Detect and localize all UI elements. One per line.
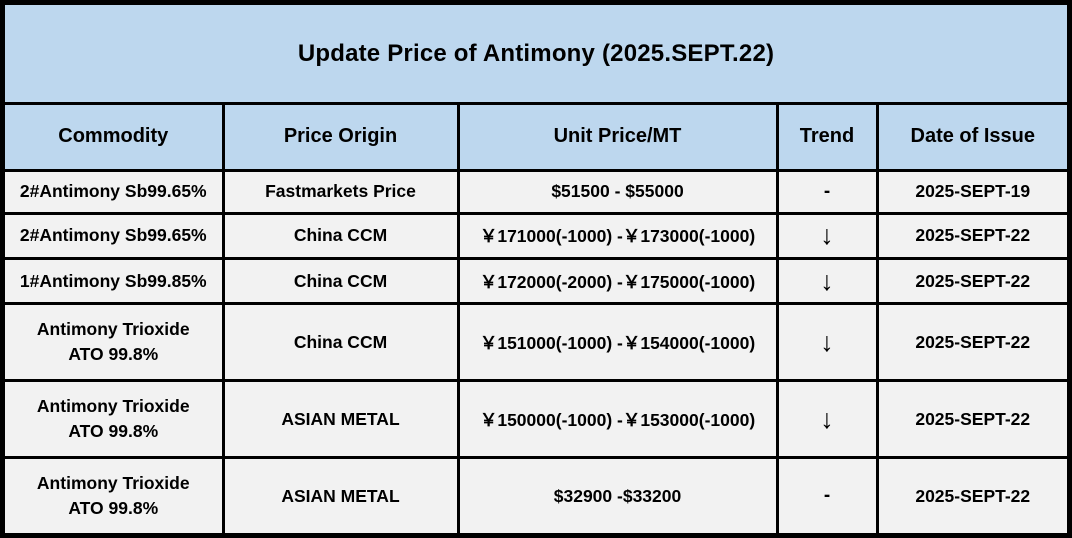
price-origin-cell: China CCM [221,257,460,306]
date-of-issue-cell: 2025-SEPT-19 [875,168,1067,215]
unit-price-cell: $32900 -$33200 [456,456,779,533]
trend-cell: ↓ [775,302,879,383]
sheet-title: Update Price of Antimony (2025.SEPT.22) [5,5,1067,105]
table-row: Antimony Trioxide ATO 99.8% ASIAN METAL … [5,379,1067,460]
commodity-cell: 2#Antimony Sb99.65% [5,211,225,261]
date-of-issue-cell: 2025-SEPT-22 [875,456,1067,533]
unit-price-cell: $51500 - $55000 [456,168,779,215]
trend-cell: ↓ [775,211,879,261]
col-header-date-of-issue: Date of Issue [875,105,1067,172]
unit-price-cell: ￥172000(-2000) -￥175000(-1000) [456,257,779,306]
price-origin-cell: China CCM [221,302,460,383]
commodity-cell: 1#Antimony Sb99.85% [5,257,225,306]
table-row: 1#Antimony Sb99.85% China CCM ￥172000(-2… [5,257,1067,306]
price-table-container: Commodity Price Origin Unit Price/MT Tre… [5,105,1067,533]
table-row: 2#Antimony Sb99.65% China CCM ￥171000(-1… [5,211,1067,261]
date-of-issue-cell: 2025-SEPT-22 [875,211,1067,261]
unit-price-cell: ￥171000(-1000) -￥173000(-1000) [456,211,779,261]
unit-price-cell: ￥151000(-1000) -￥154000(-1000) [456,302,779,383]
col-header-price-origin: Price Origin [221,105,460,172]
table-row: Antimony Trioxide ATO 99.8% China CCM ￥1… [5,302,1067,383]
price-origin-cell: Fastmarkets Price [221,168,460,215]
table-row: 2#Antimony Sb99.65% Fastmarkets Price $5… [5,168,1067,215]
unit-price-cell: ￥150000(-1000) -￥153000(-1000) [456,379,779,460]
date-of-issue-cell: 2025-SEPT-22 [875,379,1067,460]
trend-cell: - [775,168,879,215]
date-of-issue-cell: 2025-SEPT-22 [875,257,1067,306]
commodity-cell: Antimony Trioxide ATO 99.8% [5,379,225,460]
trend-cell: ↓ [775,379,879,460]
commodity-cell: Antimony Trioxide ATO 99.8% [5,456,225,533]
commodity-cell: Antimony Trioxide ATO 99.8% [5,302,225,383]
trend-cell: - [775,456,879,533]
col-header-unit-price: Unit Price/MT [456,105,779,172]
commodity-cell: 2#Antimony Sb99.65% [5,168,225,215]
price-origin-cell: China CCM [221,211,460,261]
col-header-commodity: Commodity [5,105,225,172]
date-of-issue-cell: 2025-SEPT-22 [875,302,1067,383]
col-header-trend: Trend [775,105,879,172]
price-table: Commodity Price Origin Unit Price/MT Tre… [5,105,1067,533]
trend-cell: ↓ [775,257,879,306]
price-origin-cell: ASIAN METAL [221,379,460,460]
table-row: Antimony Trioxide ATO 99.8% ASIAN METAL … [5,456,1067,533]
price-origin-cell: ASIAN METAL [221,456,460,533]
header-row: Commodity Price Origin Unit Price/MT Tre… [5,105,1067,172]
